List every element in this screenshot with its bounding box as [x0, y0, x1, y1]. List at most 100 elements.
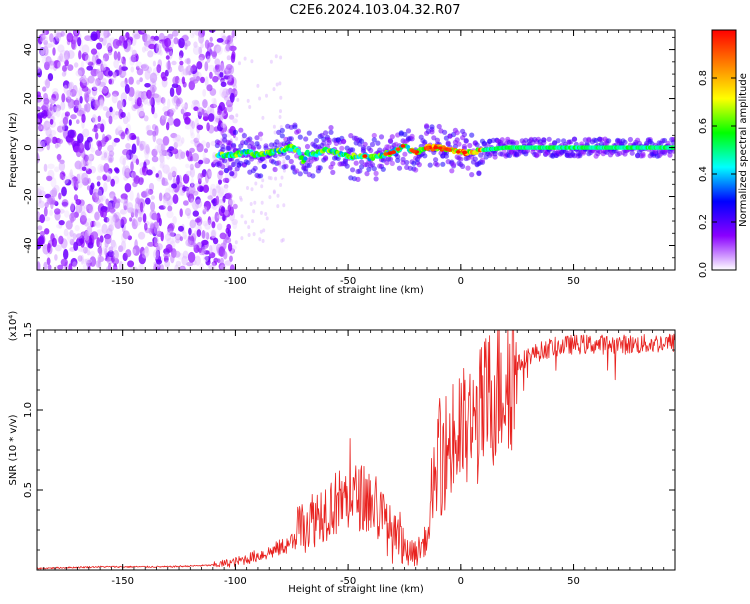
- noise-speckle: [224, 260, 232, 266]
- noise-speckle: [155, 96, 161, 106]
- noise-speckle: [217, 258, 221, 264]
- noise-speckle: [124, 167, 131, 179]
- noise-speckle: [211, 50, 217, 59]
- ridge-halo: [622, 139, 628, 145]
- ridge-halo: [306, 162, 312, 168]
- noise-speckle: [219, 199, 224, 204]
- noise-speckle: [272, 124, 276, 129]
- noise-speckle: [61, 124, 69, 132]
- y-tick-label: 0.5: [23, 482, 34, 498]
- noise-speckle: [47, 264, 52, 270]
- noise-speckle: [190, 132, 195, 139]
- ridge-halo: [442, 129, 448, 135]
- noise-speckle: [132, 171, 136, 178]
- noise-speckle: [196, 133, 201, 141]
- noise-speckle: [148, 43, 156, 50]
- noise-speckle: [98, 37, 104, 43]
- noise-speckle: [215, 195, 220, 206]
- noise-speckle: [131, 171, 137, 178]
- noise-speckle: [139, 143, 144, 152]
- noise-speckle: [223, 184, 229, 189]
- noise-speckle: [119, 198, 127, 204]
- noise-speckle: [87, 75, 95, 84]
- noise-speckle: [175, 238, 180, 244]
- noise-speckle: [46, 175, 53, 181]
- noise-speckle: [219, 86, 226, 98]
- noise-speckle: [182, 173, 190, 184]
- noise-speckle: [76, 119, 80, 125]
- noise-speckle: [43, 163, 48, 172]
- noise-speckle: [64, 111, 70, 117]
- noise-speckle: [116, 100, 123, 110]
- noise-speckle: [265, 93, 268, 98]
- noise-speckle: [127, 202, 134, 213]
- noise-speckle: [231, 30, 235, 38]
- noise-speckle: [171, 183, 178, 189]
- noise-speckle: [202, 116, 209, 121]
- noise-speckle: [90, 31, 98, 41]
- noise-speckle: [86, 136, 93, 143]
- noise-speckle: [220, 35, 228, 45]
- noise-speckle: [106, 215, 115, 225]
- ridge-halo: [456, 141, 462, 147]
- noise-speckle: [180, 190, 185, 196]
- noise-speckle: [44, 202, 49, 208]
- noise-speckle: [179, 50, 184, 59]
- ridge-halo: [353, 160, 359, 166]
- noise-speckle: [204, 76, 209, 87]
- noise-speckle: [145, 125, 150, 132]
- noise-speckle: [63, 228, 69, 237]
- noise-speckle: [282, 168, 286, 173]
- ridge-halo: [671, 136, 675, 143]
- noise-speckle: [37, 66, 41, 73]
- ridge-halo: [222, 133, 228, 139]
- noise-speckle: [216, 38, 224, 43]
- noise-speckle: [279, 109, 282, 114]
- noise-speckle: [211, 97, 216, 104]
- noise-speckle: [97, 254, 102, 264]
- noise-speckle: [113, 50, 118, 61]
- noise-speckle: [214, 69, 220, 76]
- noise-speckle: [226, 64, 233, 71]
- noise-speckle: [172, 177, 176, 186]
- noise-speckle: [38, 196, 42, 204]
- noise-speckle: [213, 98, 217, 108]
- noise-speckle: [127, 260, 135, 268]
- noise-speckle: [201, 249, 206, 255]
- noise-speckle: [55, 107, 61, 118]
- ridge-halo: [404, 159, 410, 166]
- ridge-halo: [218, 170, 224, 176]
- noise-speckle: [86, 218, 92, 228]
- ridge-halo: [402, 131, 408, 137]
- noise-speckle: [166, 195, 174, 206]
- noise-speckle: [181, 255, 188, 266]
- x-tick-label: -100: [224, 576, 247, 587]
- noise-speckle: [118, 245, 124, 253]
- noise-speckle: [162, 164, 170, 174]
- noise-speckle: [258, 96, 262, 101]
- noise-speckle: [128, 95, 133, 102]
- noise-speckle: [96, 181, 101, 187]
- ridge-peak: [395, 147, 401, 151]
- noise-speckle: [184, 42, 188, 50]
- noise-speckle: [99, 235, 104, 243]
- noise-speckle: [102, 106, 109, 111]
- noise-speckle: [69, 238, 75, 246]
- noise-speckle: [233, 84, 237, 90]
- noise-speckle: [109, 106, 113, 113]
- noise-speckle: [234, 90, 238, 95]
- ridge-halo: [306, 130, 312, 136]
- ridge-halo: [445, 140, 451, 146]
- noise-speckle: [106, 175, 112, 182]
- noise-speckle: [198, 159, 204, 165]
- noise-speckle: [196, 61, 203, 70]
- ridge-halo: [344, 163, 350, 169]
- noise-speckle: [147, 241, 155, 247]
- noise-speckle: [166, 210, 174, 219]
- noise-speckle: [40, 35, 48, 43]
- noise-speckle: [166, 169, 171, 176]
- noise-speckle: [58, 138, 63, 144]
- noise-speckle: [172, 76, 179, 85]
- colorbar-tick-label: 0.0: [698, 262, 709, 278]
- ridge-halo: [256, 144, 262, 150]
